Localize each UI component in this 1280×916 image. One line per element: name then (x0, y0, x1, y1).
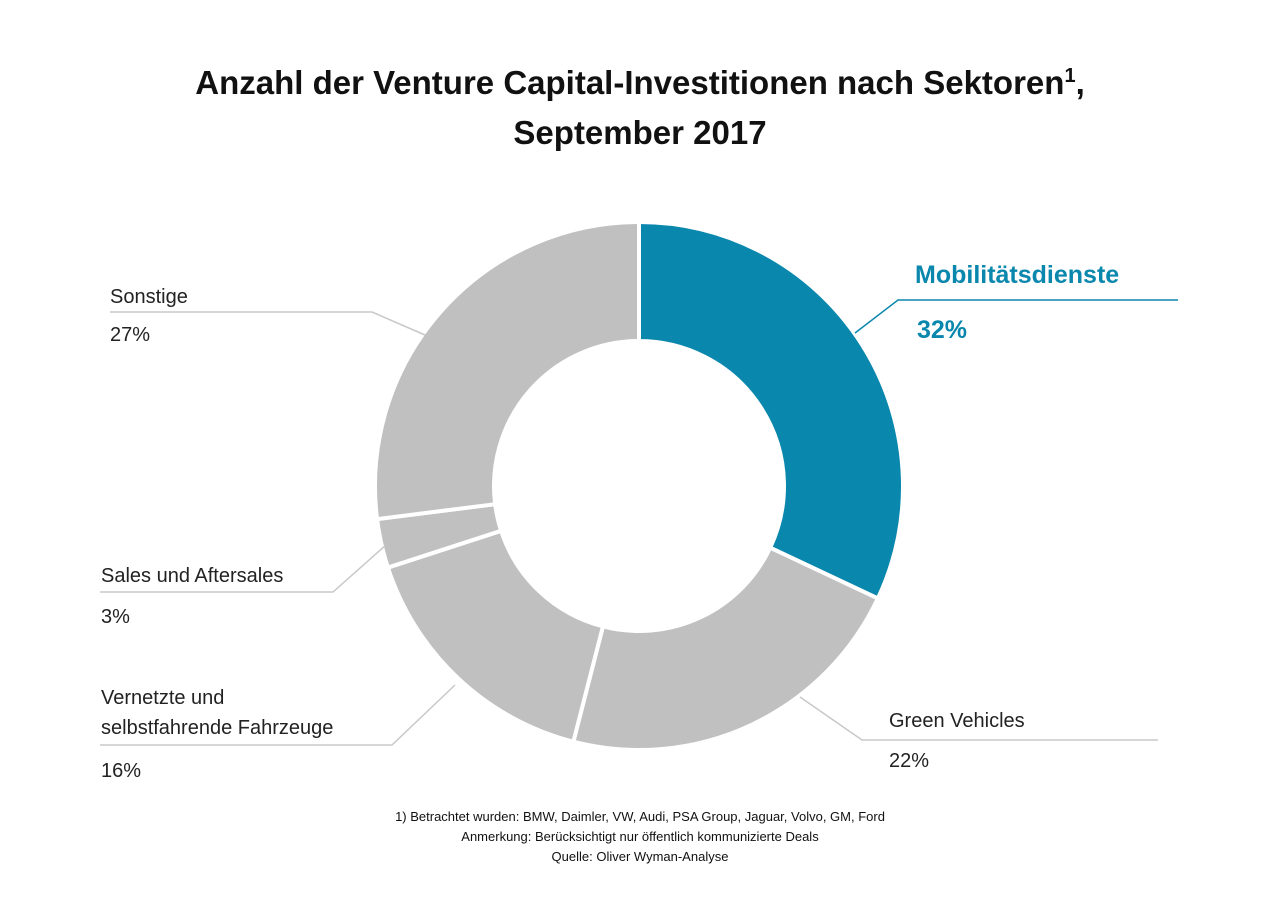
label-mobility: Mobilitätsdienste (915, 261, 1120, 289)
leader-line-connected (100, 684, 456, 746)
pct-connected: 16% (101, 760, 142, 782)
leader-line-green (799, 696, 1158, 741)
leader-line-sales (100, 544, 387, 593)
chart-title: Anzahl der Venture Capital-Investitionen… (0, 58, 1280, 158)
pct-mobility: 32% (917, 316, 968, 344)
label-green: Green Vehicles (889, 710, 1025, 732)
label-sales: Sales und Aftersales (101, 565, 284, 587)
leader-lines (100, 299, 1178, 746)
slice-green (570, 545, 881, 752)
label-other: Sonstige (110, 286, 188, 308)
slice-other (373, 219, 641, 522)
label-connected-line2: selbstfahrende Fahrzeuge (101, 717, 334, 739)
slice-mobility (637, 219, 905, 602)
pct-other: 27% (110, 324, 151, 346)
footnote-1: 1) Betrachtet wurden: BMW, Daimler, VW, … (395, 809, 885, 824)
title-line1-suffix: , (1075, 64, 1085, 101)
footnote-source: Quelle: Oliver Wyman-Analyse (551, 849, 729, 864)
footnote-note: Anmerkung: Berücksichtigt nur öffentlich… (461, 829, 819, 844)
title-footnote-mark: 1 (1064, 65, 1076, 87)
title-line1: Anzahl der Venture Capital-Investitionen… (195, 64, 1065, 101)
pct-sales: 3% (101, 606, 130, 628)
label-connected-line1: Vernetzte und (101, 687, 225, 709)
leader-line-mobility (854, 299, 1178, 334)
donut-slices (373, 219, 905, 752)
slice-connected (385, 528, 606, 745)
pct-green: 22% (889, 750, 930, 772)
leader-line-other (110, 311, 426, 336)
title-line2: September 2017 (513, 114, 767, 151)
